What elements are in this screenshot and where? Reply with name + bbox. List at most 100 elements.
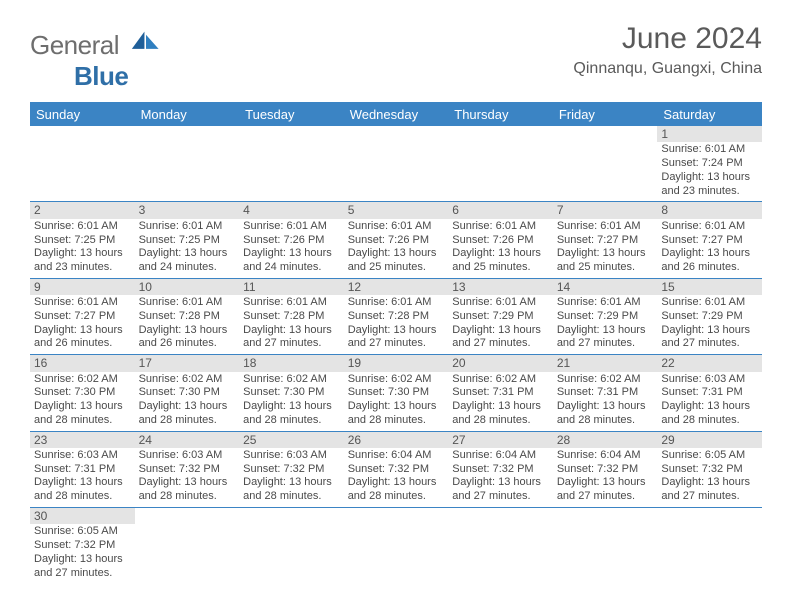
- day-details: Sunrise: 6:01 AMSunset: 7:26 PMDaylight:…: [448, 219, 553, 278]
- day-details: Sunrise: 6:02 AMSunset: 7:30 PMDaylight:…: [344, 372, 449, 431]
- title-block: June 2024 Qinnanqu, Guangxi, China: [573, 22, 762, 78]
- calendar-day-cell: 24Sunrise: 6:03 AMSunset: 7:32 PMDayligh…: [135, 431, 240, 507]
- weekday-header: Monday: [135, 103, 240, 127]
- day-details: Sunrise: 6:01 AMSunset: 7:28 PMDaylight:…: [135, 295, 240, 354]
- calendar-day-cell: 14Sunrise: 6:01 AMSunset: 7:29 PMDayligh…: [553, 278, 658, 354]
- day-number: 13: [448, 279, 553, 295]
- calendar-day-cell: 16Sunrise: 6:02 AMSunset: 7:30 PMDayligh…: [30, 355, 135, 431]
- day-details: Sunrise: 6:01 AMSunset: 7:27 PMDaylight:…: [657, 219, 762, 278]
- calendar-empty-cell: [657, 507, 762, 583]
- day-details: Sunrise: 6:01 AMSunset: 7:29 PMDaylight:…: [553, 295, 658, 354]
- calendar-empty-cell: [135, 126, 240, 202]
- day-details: Sunrise: 6:03 AMSunset: 7:32 PMDaylight:…: [135, 448, 240, 507]
- day-number: 26: [344, 432, 449, 448]
- weekday-header: Sunday: [30, 103, 135, 127]
- day-number: 18: [239, 355, 344, 371]
- day-number: 8: [657, 202, 762, 218]
- calendar-row: 16Sunrise: 6:02 AMSunset: 7:30 PMDayligh…: [30, 355, 762, 431]
- day-number: 6: [448, 202, 553, 218]
- calendar-empty-cell: [135, 507, 240, 583]
- day-number: 28: [553, 432, 658, 448]
- logo: General Blue: [30, 30, 162, 92]
- day-details: Sunrise: 6:01 AMSunset: 7:26 PMDaylight:…: [344, 219, 449, 278]
- day-number: 29: [657, 432, 762, 448]
- calendar-day-cell: 11Sunrise: 6:01 AMSunset: 7:28 PMDayligh…: [239, 278, 344, 354]
- day-details: Sunrise: 6:01 AMSunset: 7:24 PMDaylight:…: [657, 142, 762, 201]
- day-number: 24: [135, 432, 240, 448]
- day-details: Sunrise: 6:05 AMSunset: 7:32 PMDaylight:…: [30, 524, 135, 583]
- calendar-empty-cell: [448, 126, 553, 202]
- calendar-row: 23Sunrise: 6:03 AMSunset: 7:31 PMDayligh…: [30, 431, 762, 507]
- day-details: Sunrise: 6:01 AMSunset: 7:27 PMDaylight:…: [30, 295, 135, 354]
- calendar-day-cell: 22Sunrise: 6:03 AMSunset: 7:31 PMDayligh…: [657, 355, 762, 431]
- day-details: Sunrise: 6:01 AMSunset: 7:25 PMDaylight:…: [135, 219, 240, 278]
- day-number: 9: [30, 279, 135, 295]
- calendar-day-cell: 19Sunrise: 6:02 AMSunset: 7:30 PMDayligh…: [344, 355, 449, 431]
- day-number: 30: [30, 508, 135, 524]
- calendar-empty-cell: [30, 126, 135, 202]
- calendar-day-cell: 29Sunrise: 6:05 AMSunset: 7:32 PMDayligh…: [657, 431, 762, 507]
- day-number: 11: [239, 279, 344, 295]
- header: General Blue June 2024 Qinnanqu, Guangxi…: [30, 22, 762, 92]
- day-details: Sunrise: 6:01 AMSunset: 7:29 PMDaylight:…: [657, 295, 762, 354]
- calendar-day-cell: 18Sunrise: 6:02 AMSunset: 7:30 PMDayligh…: [239, 355, 344, 431]
- weekday-header: Wednesday: [344, 103, 449, 127]
- day-number: 16: [30, 355, 135, 371]
- calendar-empty-cell: [344, 126, 449, 202]
- day-number: 25: [239, 432, 344, 448]
- calendar-empty-cell: [239, 126, 344, 202]
- day-details: Sunrise: 6:02 AMSunset: 7:31 PMDaylight:…: [553, 372, 658, 431]
- calendar-day-cell: 8Sunrise: 6:01 AMSunset: 7:27 PMDaylight…: [657, 202, 762, 278]
- calendar-day-cell: 3Sunrise: 6:01 AMSunset: 7:25 PMDaylight…: [135, 202, 240, 278]
- day-number: 5: [344, 202, 449, 218]
- day-details: Sunrise: 6:01 AMSunset: 7:25 PMDaylight:…: [30, 219, 135, 278]
- day-number: 19: [344, 355, 449, 371]
- calendar-day-cell: 6Sunrise: 6:01 AMSunset: 7:26 PMDaylight…: [448, 202, 553, 278]
- calendar-day-cell: 21Sunrise: 6:02 AMSunset: 7:31 PMDayligh…: [553, 355, 658, 431]
- day-details: Sunrise: 6:02 AMSunset: 7:30 PMDaylight:…: [239, 372, 344, 431]
- calendar-row: 2Sunrise: 6:01 AMSunset: 7:25 PMDaylight…: [30, 202, 762, 278]
- day-details: Sunrise: 6:03 AMSunset: 7:31 PMDaylight:…: [30, 448, 135, 507]
- day-number: 15: [657, 279, 762, 295]
- calendar-day-cell: 30Sunrise: 6:05 AMSunset: 7:32 PMDayligh…: [30, 507, 135, 583]
- calendar-day-cell: 12Sunrise: 6:01 AMSunset: 7:28 PMDayligh…: [344, 278, 449, 354]
- calendar-row: 30Sunrise: 6:05 AMSunset: 7:32 PMDayligh…: [30, 507, 762, 583]
- calendar-empty-cell: [553, 507, 658, 583]
- day-number: 22: [657, 355, 762, 371]
- calendar-day-cell: 26Sunrise: 6:04 AMSunset: 7:32 PMDayligh…: [344, 431, 449, 507]
- weekday-header: Tuesday: [239, 103, 344, 127]
- day-number: 12: [344, 279, 449, 295]
- day-details: Sunrise: 6:02 AMSunset: 7:30 PMDaylight:…: [30, 372, 135, 431]
- day-number: 1: [657, 126, 762, 142]
- weekday-header: Thursday: [448, 103, 553, 127]
- calendar-day-cell: 7Sunrise: 6:01 AMSunset: 7:27 PMDaylight…: [553, 202, 658, 278]
- calendar-empty-cell: [239, 507, 344, 583]
- weekday-header: Saturday: [657, 103, 762, 127]
- calendar-day-cell: 23Sunrise: 6:03 AMSunset: 7:31 PMDayligh…: [30, 431, 135, 507]
- calendar-day-cell: 5Sunrise: 6:01 AMSunset: 7:26 PMDaylight…: [344, 202, 449, 278]
- calendar-day-cell: 28Sunrise: 6:04 AMSunset: 7:32 PMDayligh…: [553, 431, 658, 507]
- day-number: 21: [553, 355, 658, 371]
- calendar-day-cell: 9Sunrise: 6:01 AMSunset: 7:27 PMDaylight…: [30, 278, 135, 354]
- day-details: Sunrise: 6:01 AMSunset: 7:28 PMDaylight:…: [239, 295, 344, 354]
- day-details: Sunrise: 6:03 AMSunset: 7:31 PMDaylight:…: [657, 372, 762, 431]
- day-details: Sunrise: 6:04 AMSunset: 7:32 PMDaylight:…: [448, 448, 553, 507]
- calendar-day-cell: 1Sunrise: 6:01 AMSunset: 7:24 PMDaylight…: [657, 126, 762, 202]
- day-number: 17: [135, 355, 240, 371]
- day-details: Sunrise: 6:02 AMSunset: 7:30 PMDaylight:…: [135, 372, 240, 431]
- day-number: 23: [30, 432, 135, 448]
- calendar-day-cell: 25Sunrise: 6:03 AMSunset: 7:32 PMDayligh…: [239, 431, 344, 507]
- month-title: June 2024: [573, 22, 762, 56]
- calendar-day-cell: 2Sunrise: 6:01 AMSunset: 7:25 PMDaylight…: [30, 202, 135, 278]
- day-number: 4: [239, 202, 344, 218]
- logo-sail-icon: [130, 30, 162, 52]
- calendar-empty-cell: [448, 507, 553, 583]
- calendar-day-cell: 17Sunrise: 6:02 AMSunset: 7:30 PMDayligh…: [135, 355, 240, 431]
- calendar-row: 1Sunrise: 6:01 AMSunset: 7:24 PMDaylight…: [30, 126, 762, 202]
- calendar-day-cell: 10Sunrise: 6:01 AMSunset: 7:28 PMDayligh…: [135, 278, 240, 354]
- day-details: Sunrise: 6:05 AMSunset: 7:32 PMDaylight:…: [657, 448, 762, 507]
- calendar-row: 9Sunrise: 6:01 AMSunset: 7:27 PMDaylight…: [30, 278, 762, 354]
- calendar-day-cell: 15Sunrise: 6:01 AMSunset: 7:29 PMDayligh…: [657, 278, 762, 354]
- calendar-empty-cell: [553, 126, 658, 202]
- day-details: Sunrise: 6:03 AMSunset: 7:32 PMDaylight:…: [239, 448, 344, 507]
